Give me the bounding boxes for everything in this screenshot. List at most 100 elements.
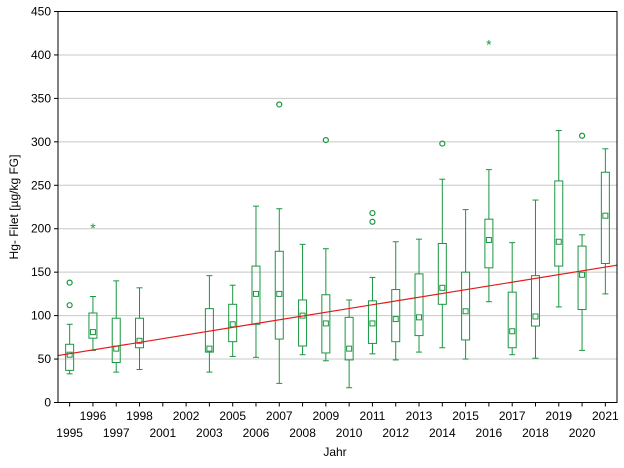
box-iqr — [461, 271, 471, 341]
x-tick-label: 2013 — [406, 409, 433, 423]
box-group: * — [88, 220, 98, 351]
box-iqr — [298, 299, 308, 347]
x-tick-label: 2006 — [243, 426, 270, 440]
median-marker — [252, 290, 259, 297]
box-iqr — [135, 317, 145, 349]
box-group — [577, 132, 587, 351]
x-tick-label: 2019 — [545, 409, 572, 423]
box-group: * — [484, 37, 494, 303]
x-tick-label: 2003 — [196, 426, 223, 440]
box-group — [274, 101, 284, 384]
x-tick-label: 1997 — [103, 426, 130, 440]
y-axis-ticks: 0 50 100 150 200 250 300 350 400 450 — [31, 5, 58, 410]
box-group — [321, 136, 331, 362]
box-iqr — [367, 300, 377, 344]
y-tick-label: 250 — [31, 178, 51, 192]
box-iqr — [484, 218, 494, 269]
x-tick-label: 2008 — [289, 426, 316, 440]
box-group — [367, 209, 377, 355]
median-marker — [416, 314, 423, 321]
x-tick-label: 2002 — [173, 409, 200, 423]
box-group — [111, 280, 121, 373]
box-iqr — [251, 265, 261, 325]
outlier-point — [369, 209, 376, 217]
box-group — [437, 140, 447, 349]
median-marker — [136, 337, 143, 344]
box-iqr — [65, 343, 75, 371]
median-marker — [276, 290, 283, 297]
median-marker — [369, 320, 376, 327]
box-group — [507, 242, 517, 356]
x-tick-label: 2020 — [569, 426, 596, 440]
x-tick-label: 2017 — [499, 409, 526, 423]
box-iqr — [507, 291, 517, 349]
x-tick-label: 2016 — [476, 426, 503, 440]
x-tick-label: 2014 — [429, 426, 456, 440]
median-marker — [322, 320, 329, 327]
y-tick-label: 100 — [31, 309, 51, 323]
box-iqr — [88, 312, 98, 339]
outlier-point — [66, 302, 73, 309]
box-iqr — [414, 273, 424, 337]
box-group — [461, 209, 471, 360]
y-tick-label: 0 — [44, 396, 51, 410]
x-tick-label: 2001 — [149, 426, 176, 440]
median-marker — [66, 351, 73, 358]
extreme-point: * — [486, 37, 492, 53]
box-iqr — [577, 245, 587, 311]
box-iqr — [321, 294, 331, 354]
trend-line-layer — [57, 264, 618, 357]
y-tick-label: 300 — [31, 135, 51, 149]
outlier-point — [578, 132, 586, 139]
median-marker — [462, 308, 469, 315]
x-tick-label: 2011 — [360, 409, 386, 423]
box-group — [414, 238, 424, 353]
box-iqr — [228, 303, 238, 343]
y-tick-label: 450 — [31, 5, 51, 19]
median-marker — [532, 313, 539, 320]
median-marker — [206, 345, 213, 352]
outlier-point — [369, 218, 376, 225]
extreme-point: * — [90, 220, 96, 236]
box-group — [251, 205, 261, 358]
box-group — [344, 299, 354, 389]
x-tick-label: 1995 — [56, 426, 83, 440]
outlier-point — [66, 279, 73, 286]
box-iqr — [391, 289, 401, 343]
y-tick-label: 50 — [38, 352, 52, 366]
y-tick-label: 150 — [31, 265, 51, 279]
y-tick-label: 200 — [31, 222, 51, 236]
median-marker — [555, 238, 562, 245]
median-marker — [229, 321, 236, 328]
box-iqr — [111, 317, 121, 364]
box-group — [298, 243, 308, 356]
outlier-point — [322, 136, 329, 144]
x-axis-ticks: 1995 1996 1997 1998 2001 2002 2003 2005 2006 2007… — [56, 402, 619, 440]
y-tick-label: 350 — [31, 91, 51, 105]
y-axis-title: Hg- Filet [µg/kg FG] — [7, 155, 21, 260]
x-tick-label: 2009 — [313, 409, 340, 423]
box-iqr — [437, 242, 447, 305]
box-group — [554, 130, 564, 308]
grid-lines — [58, 54, 617, 360]
x-tick-label: 2015 — [452, 409, 479, 423]
x-tick-label: 1996 — [80, 409, 107, 423]
box-group — [391, 241, 401, 361]
x-tick-label: 2012 — [382, 426, 409, 440]
x-tick-label: 2021 — [592, 409, 619, 423]
x-tick-label: 1998 — [126, 409, 153, 423]
median-marker — [509, 328, 516, 335]
box-group — [65, 279, 75, 375]
box-group — [204, 275, 214, 373]
median-marker — [579, 271, 586, 278]
x-tick-label: 2018 — [522, 426, 549, 440]
trend-line — [57, 264, 618, 357]
x-tick-label: 2007 — [266, 409, 293, 423]
box-iqr — [554, 180, 564, 267]
median-marker — [89, 329, 96, 336]
median-marker — [346, 345, 353, 352]
plot-frame — [57, 11, 618, 403]
median-marker — [439, 284, 446, 291]
median-marker — [602, 212, 609, 219]
